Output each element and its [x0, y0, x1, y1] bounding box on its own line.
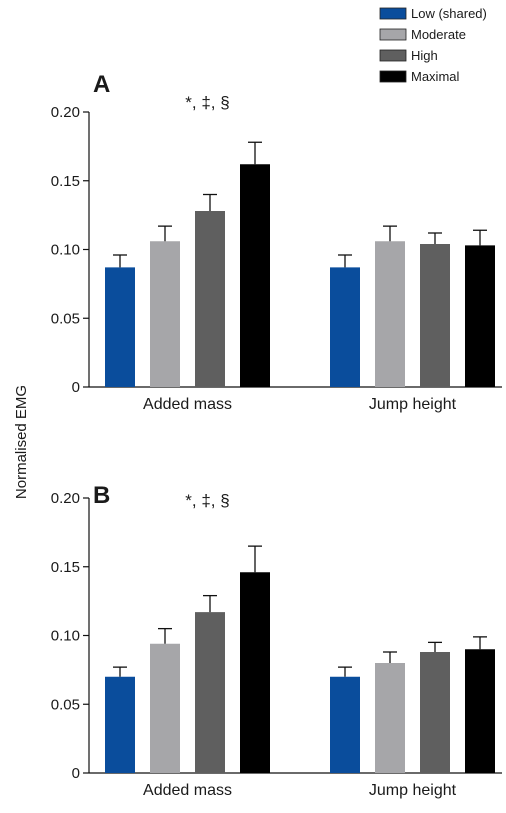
bar-B-0-3 — [240, 572, 270, 773]
bar-B-1-3 — [465, 649, 495, 773]
y-tick-label-B-2: 0.10 — [51, 628, 80, 645]
bar-A-0-2 — [195, 211, 225, 387]
bar-A-1-3 — [465, 245, 495, 387]
y-tick-label-B-4: 0.20 — [51, 490, 80, 507]
bar-B-1-2 — [420, 652, 450, 773]
bar-A-1-0 — [330, 267, 360, 387]
legend-swatch-1 — [379, 28, 407, 41]
x-category-label-B-1: Jump height — [369, 782, 457, 799]
legend-label-0: Low (shared) — [411, 6, 487, 21]
bar-B-1-0 — [330, 676, 360, 773]
y-tick-label-B-1: 0.05 — [51, 696, 80, 713]
bar-B-1-1 — [375, 663, 405, 773]
bar-A-0-3 — [240, 164, 270, 387]
x-category-label-B-0: Added mass — [143, 782, 232, 799]
bar-A-1-2 — [420, 244, 450, 387]
y-tick-label-A-4: 0.20 — [51, 104, 80, 121]
bar-B-0-2 — [195, 612, 225, 773]
y-tick-label-A-1: 0.05 — [51, 310, 80, 327]
legend-label-1: Moderate — [411, 27, 466, 42]
significance-annotation-B: *, ‡, § — [185, 491, 229, 510]
legend-swatch-2 — [379, 49, 407, 62]
significance-annotation-A: *, ‡, § — [185, 93, 229, 112]
bar-A-0-0 — [105, 267, 135, 387]
y-tick-label-A-3: 0.15 — [51, 173, 80, 190]
legend-swatch-0 — [379, 7, 407, 20]
bar-A-1-1 — [375, 241, 405, 387]
legend-swatch-3 — [379, 70, 407, 83]
panel-letter-A: A — [93, 71, 110, 98]
y-tick-label-A-0: 0 — [72, 379, 80, 396]
bar-B-0-1 — [150, 643, 180, 773]
x-category-label-A-0: Added mass — [143, 396, 232, 413]
panel-letter-B: B — [93, 482, 110, 509]
x-category-label-A-1: Jump height — [369, 396, 457, 413]
y-axis-label: Normalised EMG — [13, 385, 30, 499]
legend-label-2: High — [411, 48, 438, 63]
y-tick-label-B-0: 0 — [72, 765, 80, 782]
bar-A-0-1 — [150, 241, 180, 387]
bar-B-0-0 — [105, 676, 135, 773]
legend-label-3: Maximal — [411, 69, 460, 84]
y-tick-label-B-3: 0.15 — [51, 559, 80, 576]
y-tick-label-A-2: 0.10 — [51, 242, 80, 259]
